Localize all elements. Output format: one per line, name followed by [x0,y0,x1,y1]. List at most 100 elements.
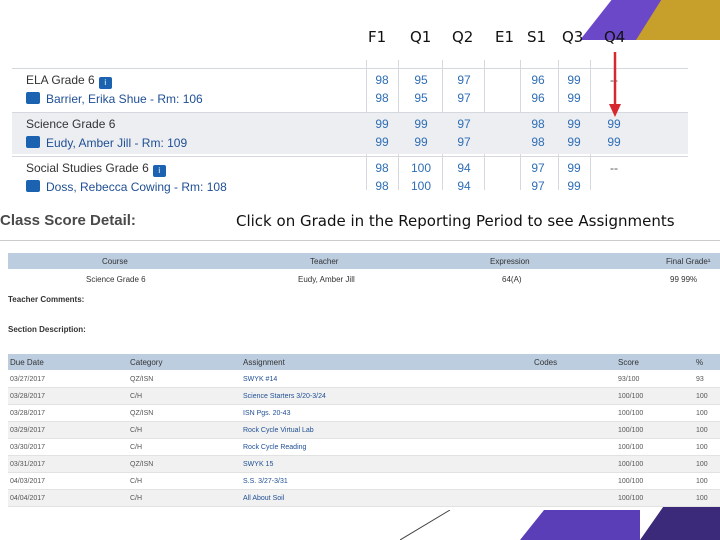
assignment-score: 100/100 [618,444,644,451]
assignment-score: 100/100 [618,461,644,468]
assignment-percent: 100 [696,393,708,400]
assignment-row: 03/31/2017 QZ/ISN SWYK 15 100/100 100 [8,456,720,473]
grade-link-q2[interactable]: 94 [457,179,471,193]
assignment-score: 93/100 [618,376,640,383]
summary-course: Science Grade 6 [86,275,146,284]
teacher-link[interactable]: Barrier, Erika Shue - Rm: 106 [26,92,203,106]
assignment-due-date: 03/27/2017 [10,376,46,383]
grade-link-q3[interactable]: 99 [567,117,581,131]
teacher-name[interactable]: Eudy, Amber Jill - Rm: 109 [46,136,188,150]
grade-link-q1[interactable]: 95 [414,91,428,105]
assignment-percent: 100 [696,444,708,451]
email-icon[interactable] [26,180,40,192]
header-percent[interactable]: % [696,358,704,367]
grade-link-f1[interactable]: 98 [375,91,389,105]
grade-link-q4[interactable]: 99 [607,135,621,149]
assignment-category: QZ/ISN [130,410,154,417]
grade-link-q1[interactable]: 100 [410,179,432,193]
email-icon[interactable] [26,136,40,148]
header-category[interactable]: Category [130,358,163,367]
grade-link-s1[interactable]: 96 [531,91,545,105]
grade-link-q1[interactable]: 100 [410,161,432,175]
column-header-q3: Q3 [562,28,584,46]
assignment-name-link[interactable]: ISN Pgs. 20-43 [243,410,291,417]
course-title: Social Studies Grade 6 [26,161,149,175]
assignment-name-link[interactable]: SWYK 15 [243,461,274,468]
summary-teacher: Eudy, Amber Jill [298,275,355,284]
assignment-row: 03/27/2017 QZ/ISN SWYK #14 93/100 93 [8,371,720,388]
course-row-science: Science Grade 6 Eudy, Amber Jill - Rm: 1… [12,112,688,154]
teacher-name[interactable]: Doss, Rebecca Cowing - Rm: 108 [46,180,227,194]
info-icon[interactable]: i [152,165,166,177]
grade-link-f1[interactable]: 98 [375,179,389,193]
grade-link-q2[interactable]: 97 [457,117,471,131]
assignment-row: 03/28/2017 QZ/ISN ISN Pgs. 20-43 100/100 100 [8,405,720,422]
grade-link-q1[interactable]: 99 [414,117,428,131]
grade-link-q3[interactable]: 99 [567,73,581,87]
assignment-percent: 100 [696,410,708,417]
grade-link-q4[interactable]: 99 [607,117,621,131]
column-header-q1: Q1 [410,28,432,46]
assignment-row: 04/03/2017 C/H S.S. 3/27-3/31 100/100 100 [8,473,720,490]
assignment-category: QZ/ISN [130,461,154,468]
decorative-line [400,510,451,540]
assignment-name-link[interactable]: Science Starters 3/20-3/24 [243,393,326,400]
grade-link-f1[interactable]: 99 [375,117,389,131]
section-description-label: Section Description: [8,325,86,334]
grade-link-s1[interactable]: 97 [531,179,545,193]
assignment-category: C/H [130,478,143,485]
header-course: Course [102,257,128,266]
grade-link-q2[interactable]: 94 [457,161,471,175]
assignment-score: 100/100 [618,410,644,417]
assignment-score: 100/100 [618,393,644,400]
header-score[interactable]: Score [618,358,639,367]
grade-link-q2[interactable]: 97 [457,91,471,105]
header-assignment[interactable]: Assignment [243,358,285,367]
decorative-shape [520,510,640,540]
assignment-category: QZ/ISN [130,376,154,383]
info-icon[interactable]: i [98,77,112,89]
assignment-percent: 100 [696,427,708,434]
grade-link-q3[interactable]: 99 [567,161,581,175]
header-final-grade: Final Grade¹ [666,257,711,266]
grade-link-q3[interactable]: 99 [567,135,581,149]
summary-expression: 64(A) [502,275,522,284]
assignment-score: 100/100 [618,427,644,434]
grade-q4-empty: -- [610,161,618,175]
assignment-row: 03/29/2017 C/H Rock Cycle Virtual Lab 100/1… [8,422,720,439]
grade-link-s1[interactable]: 98 [531,117,545,131]
teacher-comments-label: Teacher Comments: [8,295,85,304]
teacher-link[interactable]: Eudy, Amber Jill - Rm: 109 [26,136,187,150]
assignment-name-link[interactable]: All About Soil [243,495,285,502]
header-codes: Codes [534,358,558,367]
grade-link-s1[interactable]: 97 [531,161,545,175]
grade-link-s1[interactable]: 98 [531,135,545,149]
grade-link-q2[interactable]: 97 [457,135,471,149]
assignment-category: C/H [130,444,143,451]
assignment-category: C/H [130,495,143,502]
assignment-percent: 93 [696,376,704,383]
course-name: Science Grade 6 [26,117,115,131]
assignment-due-date: 04/03/2017 [10,478,46,485]
assignment-name-link[interactable]: Rock Cycle Virtual Lab [243,427,314,434]
grade-link-f1[interactable]: 98 [375,73,389,87]
assignment-name-link[interactable]: Rock Cycle Reading [243,444,307,451]
assignment-name-link[interactable]: SWYK #14 [243,376,278,383]
grade-link-f1[interactable]: 98 [375,161,389,175]
assignment-name-link[interactable]: S.S. 3/27-3/31 [243,478,288,485]
grade-link-q3[interactable]: 99 [567,91,581,105]
grade-link-s1[interactable]: 96 [531,73,545,87]
grade-link-q2[interactable]: 97 [457,73,471,87]
header-due-date[interactable]: Due Date [10,358,44,367]
email-icon[interactable] [26,92,40,104]
assignment-row: 03/30/2017 C/H Rock Cycle Reading 100/100 10… [8,439,720,456]
grade-link-f1[interactable]: 99 [375,135,389,149]
assignment-score: 100/100 [618,478,644,485]
teacher-link[interactable]: Doss, Rebecca Cowing - Rm: 108 [26,180,227,194]
teacher-name[interactable]: Barrier, Erika Shue - Rm: 106 [46,92,203,106]
grade-link-q1[interactable]: 99 [414,135,428,149]
assignment-due-date: 04/04/2017 [10,495,46,502]
grade-link-q3[interactable]: 99 [567,179,581,193]
grade-link-q1[interactable]: 95 [414,73,428,87]
